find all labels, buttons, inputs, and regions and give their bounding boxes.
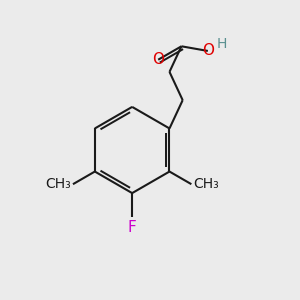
Text: O: O — [152, 52, 164, 67]
Text: F: F — [128, 220, 136, 235]
Text: CH₃: CH₃ — [193, 177, 219, 191]
Text: CH₃: CH₃ — [46, 177, 71, 191]
Text: O: O — [202, 44, 214, 59]
Text: H: H — [216, 37, 226, 50]
